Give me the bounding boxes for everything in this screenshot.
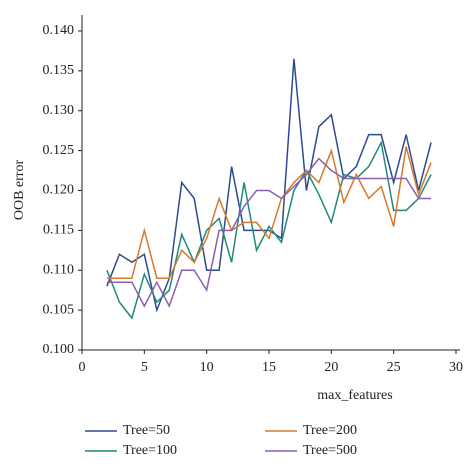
x-tick-label: 15 (262, 360, 276, 375)
x-axis-label: max_features (317, 388, 392, 403)
line (106, 140, 432, 320)
y-tick-label: 0.120 (43, 183, 75, 198)
y-tick-label: 0.110 (43, 262, 74, 277)
y-tick-label: 0.130 (43, 103, 75, 118)
line (106, 157, 432, 309)
y-axis-label: OOB error (12, 160, 27, 221)
line (106, 146, 432, 279)
line (106, 58, 432, 313)
x-tick-label: 0 (79, 360, 86, 375)
x-tick-label: 20 (324, 360, 338, 375)
y-tick-label: 0.115 (43, 223, 74, 238)
y-tick-label: 0.140 (43, 23, 75, 38)
x-tick-label: 25 (387, 360, 401, 375)
y-tick-label: 0.100 (43, 342, 75, 357)
legend-label: Tree=500 (303, 443, 357, 458)
legend-label: Tree=200 (303, 423, 357, 438)
x-tick-label: 5 (141, 360, 148, 375)
x-tick-label: 30 (449, 360, 463, 375)
x-tick-label: 10 (200, 360, 214, 375)
y-tick-label: 0.105 (43, 302, 75, 317)
legend-label: Tree=100 (123, 443, 177, 458)
y-tick-label: 0.135 (43, 63, 75, 78)
legend-label: Tree=50 (123, 423, 170, 438)
y-tick-label: 0.125 (43, 143, 75, 158)
